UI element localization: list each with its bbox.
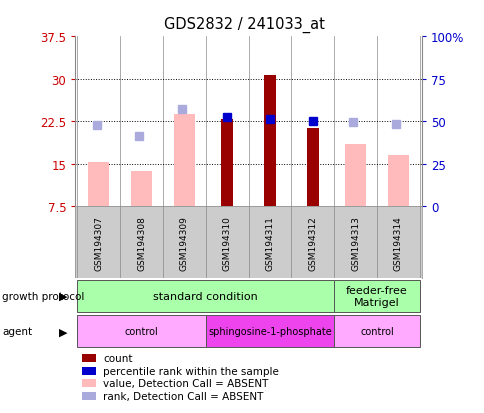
Text: rank, Detection Call = ABSENT: rank, Detection Call = ABSENT [103,391,263,401]
Text: count: count [103,353,132,363]
Bar [77,280,333,313]
Bar [344,145,365,206]
Bar [387,155,408,206]
Text: feeder-free
Matrigel: feeder-free Matrigel [346,285,407,307]
Bar [82,380,96,387]
Text: percentile rank within the sample: percentile rank within the sample [103,366,278,376]
Text: GDS2832 / 241033_at: GDS2832 / 241033_at [164,17,325,33]
Text: sphingosine-1-phosphate: sphingosine-1-phosphate [208,326,331,337]
Text: GSM194308: GSM194308 [137,215,146,270]
Bar [333,315,419,348]
Text: agent: agent [2,326,32,337]
Bar [131,172,152,206]
Text: control: control [360,326,393,337]
Text: control: control [124,326,158,337]
Bar [205,315,333,348]
Text: GSM194309: GSM194309 [180,215,188,270]
Text: standard condition: standard condition [153,291,257,301]
Bar [82,392,96,400]
Text: GSM194312: GSM194312 [308,215,317,270]
Bar [221,120,233,206]
Text: GSM194311: GSM194311 [265,215,274,270]
Text: ▶: ▶ [59,291,67,301]
Text: GSM194310: GSM194310 [222,215,231,270]
Text: GSM194314: GSM194314 [393,215,402,270]
Bar [88,163,109,206]
Bar [306,129,318,206]
Text: GSM194307: GSM194307 [94,215,103,270]
Bar [173,115,195,206]
Text: ▶: ▶ [59,326,67,337]
Bar [82,354,96,362]
Text: value, Detection Call = ABSENT: value, Detection Call = ABSENT [103,378,268,388]
Bar [263,76,275,206]
Text: GSM194313: GSM194313 [350,215,359,270]
Text: growth protocol: growth protocol [2,291,85,301]
Bar [77,315,205,348]
Bar [333,280,419,313]
Bar [82,367,96,375]
